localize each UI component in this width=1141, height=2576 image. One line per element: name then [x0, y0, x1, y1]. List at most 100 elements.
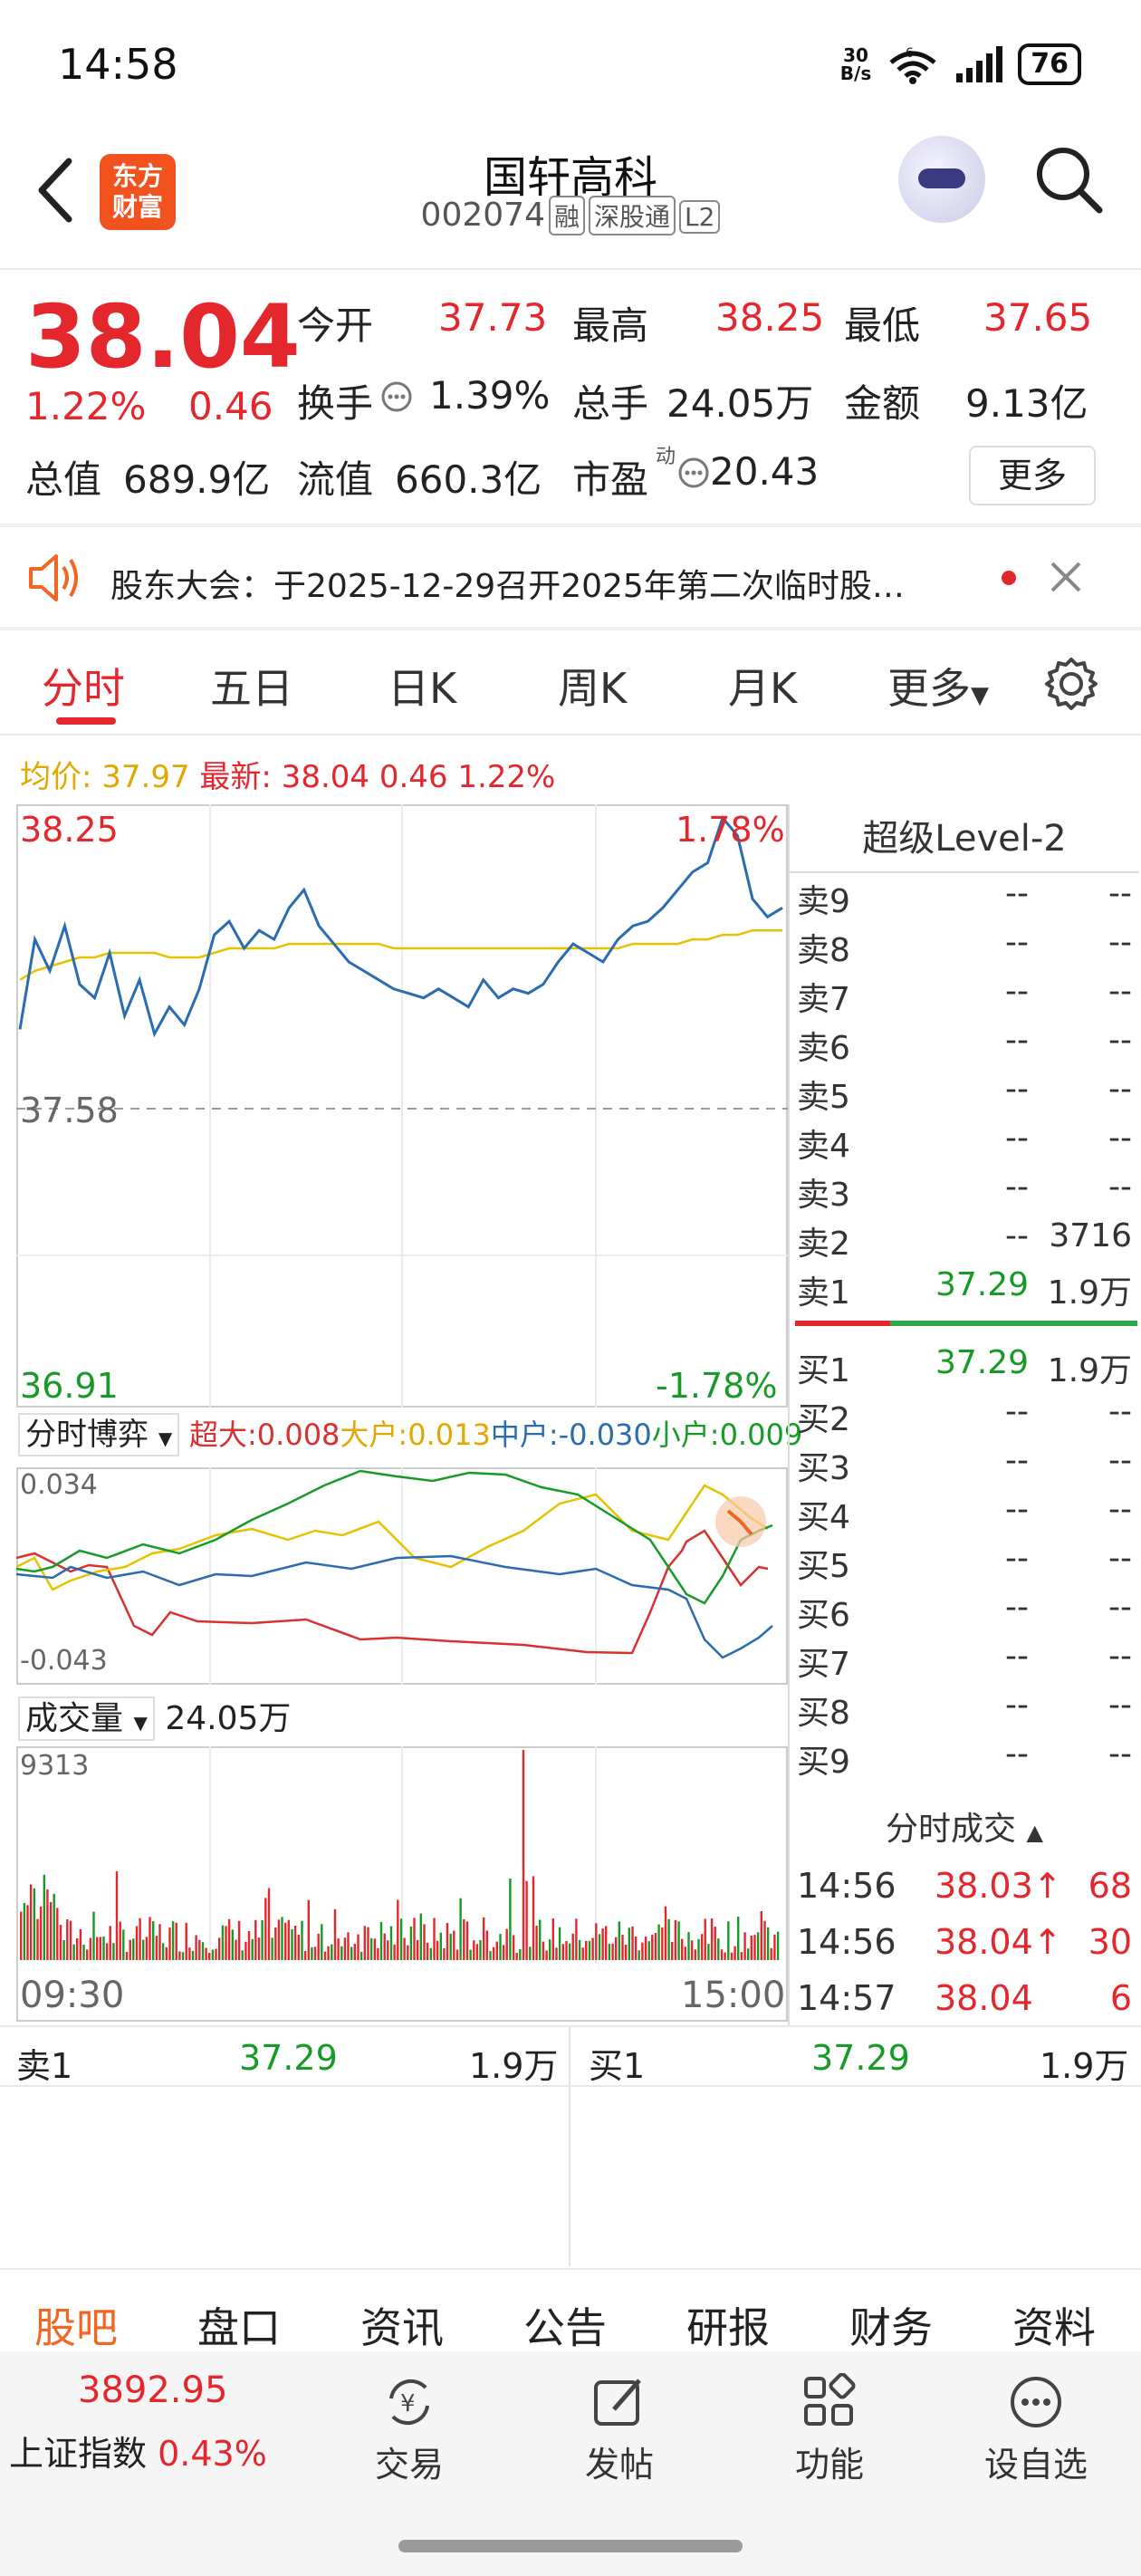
level2-title[interactable]: 超级Level-2 — [790, 806, 1139, 873]
volume-bar — [419, 1913, 422, 1960]
tab-news[interactable]: 资讯 — [360, 2303, 444, 2352]
flow-chart — [16, 1467, 773, 1685]
bid-row[interactable]: 买2 -- -- — [797, 1393, 1137, 1442]
volume-bar — [343, 1937, 347, 1960]
volume-bar — [426, 1942, 429, 1960]
volume-bar — [215, 1948, 217, 1960]
nav-trade[interactable]: ¥ 交易 — [337, 2373, 482, 2486]
volume-bar — [568, 1943, 571, 1960]
volume-bar — [389, 1926, 393, 1960]
header-divider — [0, 268, 1141, 270]
volume-bar — [549, 1939, 551, 1960]
volume-bar — [681, 1938, 684, 1960]
tab-more[interactable]: 更多▼ — [887, 656, 989, 716]
volume-bar — [776, 1931, 780, 1960]
settings-gear-icon[interactable] — [1043, 656, 1099, 712]
back-icon[interactable] — [33, 154, 78, 226]
book-volume: -- — [1108, 973, 1132, 1010]
ask-row[interactable]: 卖8 -- -- — [797, 924, 1137, 973]
volume-bar — [499, 1934, 502, 1960]
bid-row[interactable]: 买1 37.29 1.9万 — [797, 1344, 1137, 1393]
volume-bar — [740, 1952, 743, 1960]
volume-bar — [122, 1929, 125, 1960]
volume-bar — [717, 1938, 720, 1960]
notice-text[interactable]: 股东大会：于2025-12-29召开2025年第二次临时股… — [110, 568, 905, 605]
index-value[interactable]: 3892.95 — [78, 2369, 228, 2411]
stock-code: 002074 — [420, 197, 545, 234]
nav-functions[interactable]: 功能 — [757, 2373, 902, 2486]
volume-bar — [274, 1927, 277, 1960]
tab-daily-k[interactable]: 日K — [388, 664, 457, 713]
volume-bar — [707, 1944, 710, 1960]
stock-name: 国轩高科 — [483, 152, 657, 203]
volume-bar — [191, 1950, 195, 1960]
volume-bar — [291, 1928, 293, 1960]
bid-row[interactable]: 买8 -- -- — [797, 1687, 1137, 1735]
nav-post[interactable]: 发帖 — [547, 2373, 692, 2486]
flow-select[interactable]: 分时博弈 ▼ — [18, 1413, 180, 1456]
tab-research[interactable]: 研报 — [686, 2303, 770, 2352]
pe-info-icon[interactable] — [677, 457, 710, 489]
ticks-title[interactable]: 分时成交 ▲ — [790, 1802, 1139, 1850]
tick-row[interactable]: 14:56 38.03↑ 68 — [797, 1866, 1137, 1917]
volume-bar — [267, 1888, 271, 1960]
volume-bar — [347, 1932, 350, 1960]
bid-row[interactable]: 买3 -- -- — [797, 1442, 1137, 1491]
notice-divider — [0, 627, 1141, 630]
index-line[interactable]: 上证指数 0.43% — [9, 2426, 267, 2475]
ask-row[interactable]: 卖9 -- -- — [797, 875, 1137, 924]
volume-bar — [284, 1922, 287, 1960]
info-icon[interactable] — [380, 380, 413, 413]
tab-intraday[interactable]: 分时 — [42, 664, 125, 713]
tab-orderbook[interactable]: 盘口 — [197, 2303, 281, 2352]
more-button[interactable]: 更多 — [969, 446, 1096, 505]
ask-row[interactable]: 卖7 -- -- — [797, 973, 1137, 1022]
time-end: 15:00 — [681, 1975, 786, 2016]
volume-bar — [181, 1952, 185, 1960]
tick-row[interactable]: 14:57 38.04 6 — [797, 1978, 1137, 2029]
volume-bar — [79, 1928, 82, 1960]
tab-announcements[interactable]: 公告 — [523, 2303, 607, 2352]
tab-weekly-k[interactable]: 周K — [558, 664, 628, 713]
tab-finance[interactable]: 财务 — [849, 2303, 933, 2352]
ask-row[interactable]: 卖1 37.29 1.9万 — [797, 1266, 1137, 1315]
bid-row[interactable]: 买6 -- -- — [797, 1589, 1137, 1638]
open-value: 37.73 — [438, 295, 548, 340]
ask-row[interactable]: 卖5 -- -- — [797, 1071, 1137, 1120]
ask-row[interactable]: 卖3 -- -- — [797, 1168, 1137, 1217]
volume-bar — [631, 1926, 634, 1960]
search-icon[interactable] — [1032, 143, 1105, 216]
assistant-avatar[interactable] — [898, 136, 985, 223]
bid-row[interactable]: 买4 -- -- — [797, 1491, 1137, 1540]
bottom-nav — [0, 2351, 1141, 2576]
home-indicator[interactable] — [398, 2540, 743, 2552]
book-level-label: 卖9 — [797, 883, 850, 920]
volume-select[interactable]: 成交量 ▼ — [18, 1697, 155, 1741]
tab-monthly-k[interactable]: 月K — [728, 664, 798, 713]
bid-row[interactable]: 买5 -- -- — [797, 1540, 1137, 1589]
tab-profile[interactable]: 资料 — [1012, 2303, 1096, 2352]
volume-bar — [201, 1942, 205, 1960]
bid-row[interactable]: 买9 -- -- — [797, 1735, 1137, 1784]
logo-line2: 财富 — [111, 192, 163, 222]
volume-bar — [535, 1926, 538, 1960]
flow-medium-line — [16, 1554, 773, 1659]
ask-row[interactable]: 卖4 -- -- — [797, 1120, 1137, 1168]
volume-bar — [615, 1937, 618, 1960]
ask-row[interactable]: 卖6 -- -- — [797, 1022, 1137, 1071]
volume-bar — [601, 1928, 604, 1960]
tag-l2: L2 — [679, 200, 721, 234]
tick-row[interactable]: 14:56 38.04↑ 30 — [797, 1922, 1137, 1973]
tab-five-day[interactable]: 五日 — [210, 664, 293, 713]
volume-bar — [598, 1934, 601, 1960]
volume-bar — [149, 1917, 151, 1960]
close-icon[interactable] — [1049, 560, 1083, 594]
nav-watchlist[interactable]: 设自选 — [964, 2373, 1108, 2486]
tab-forum[interactable]: 股吧 — [34, 2303, 118, 2352]
volume-bar — [641, 1942, 644, 1960]
flow-large-line — [16, 1484, 769, 1591]
volume-bar — [89, 1937, 91, 1960]
bid-row[interactable]: 买7 -- -- — [797, 1638, 1137, 1687]
ask-row[interactable]: 卖2 -- 3716 — [797, 1217, 1137, 1266]
volume-bar — [311, 1946, 313, 1960]
